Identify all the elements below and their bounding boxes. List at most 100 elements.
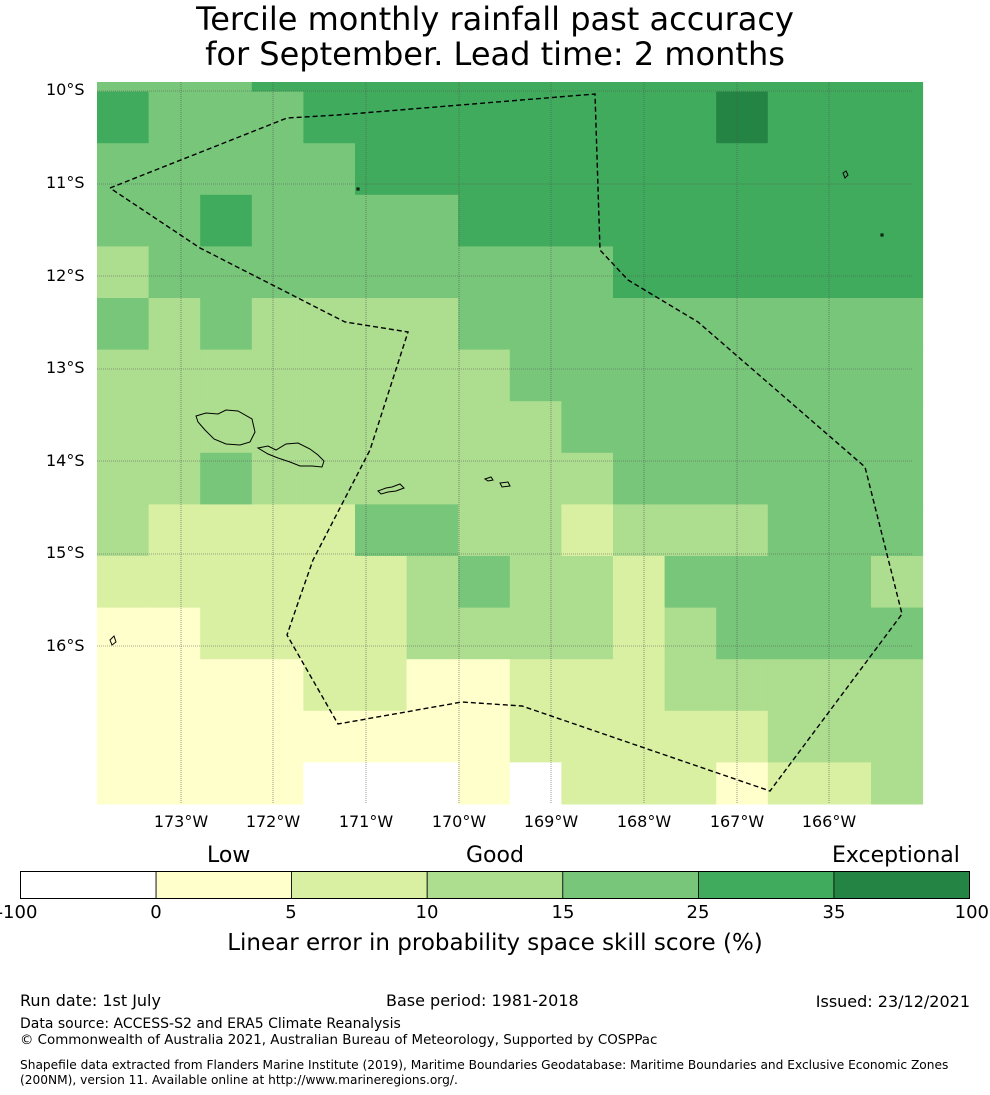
grid-cell [458, 82, 511, 93]
grid-cell [561, 143, 614, 196]
grid-cell [561, 710, 614, 763]
grid-cell [871, 143, 924, 196]
grid-cell [355, 452, 408, 505]
manua-east-island-outline [499, 481, 511, 488]
map-title-line-1: Tercile monthly rainfall past accuracy [196, 0, 794, 38]
grid-cell [355, 762, 408, 805]
grid-cell [819, 401, 872, 454]
grid-cell [97, 401, 150, 454]
data-source: Data source: ACCESS-S2 and ERA5 Climate … [20, 1016, 401, 1032]
manua-island-outline [483, 476, 494, 482]
grid-cell [458, 504, 511, 557]
grid-cell [767, 710, 820, 763]
grid-cell [355, 659, 408, 712]
grid-cell [251, 452, 304, 505]
grid-cell [148, 607, 201, 660]
colorbar-title: Linear error in probability space skill … [227, 930, 763, 956]
grid-cell [355, 194, 408, 247]
grid-cell [509, 349, 562, 402]
colorbar-bin [833, 871, 970, 899]
grid-cell [819, 710, 872, 763]
grid-cell [561, 298, 614, 351]
grid-cell [303, 82, 356, 93]
grid-cell [871, 762, 924, 805]
grid-cell [148, 82, 201, 93]
grid-cell [664, 349, 717, 402]
grid-cell [148, 401, 201, 454]
lon-label-168w: 168°W [616, 812, 672, 831]
grid-cell [355, 504, 408, 557]
grid-cell [97, 710, 150, 763]
grid-cell [355, 82, 408, 93]
grid-cell [871, 452, 924, 505]
grid-cell [303, 607, 356, 660]
grid-cell [97, 82, 150, 93]
colorbar-bin [155, 871, 293, 899]
grid-cell [716, 298, 769, 351]
grid-cell [509, 504, 562, 557]
grid-cell [613, 194, 666, 247]
grid-cell [767, 659, 820, 712]
grid-cell [251, 194, 304, 247]
grid-cell [767, 194, 820, 247]
grid-cell [355, 401, 408, 454]
grid-cell [716, 194, 769, 247]
colorbar-tick-minus100: -100 [0, 902, 38, 923]
grid-cell [355, 556, 408, 609]
grid-cell [716, 452, 769, 505]
swains-island-outline [356, 187, 360, 191]
grid-cell [664, 246, 717, 299]
lat-label-12s: 12°S [46, 266, 85, 285]
grid-cell [767, 452, 820, 505]
grid-cell [561, 607, 614, 660]
grid-cell [251, 91, 304, 144]
grid-cell [716, 607, 769, 660]
grid-cell [458, 607, 511, 660]
grid-cell [561, 762, 614, 805]
grid-cell [819, 659, 872, 712]
grid-cell [303, 143, 356, 196]
grid-cell [355, 91, 408, 144]
grid-cell [819, 298, 872, 351]
grid-cell [200, 556, 253, 609]
grid-cell [819, 556, 872, 609]
grid-cell [509, 298, 562, 351]
grid-cell [871, 607, 924, 660]
copyright: © Commonwealth of Australia 2021, Austra… [20, 1033, 658, 1048]
grid-cell [303, 710, 356, 763]
grid-cell [200, 349, 253, 402]
grid-cell [767, 143, 820, 196]
grid-cell [148, 246, 201, 299]
grid-cell [355, 246, 408, 299]
grid-cell [664, 762, 717, 805]
grid-cell [200, 298, 253, 351]
grid-cell [148, 452, 201, 505]
grid-cell [406, 504, 459, 557]
grid-cell [251, 82, 304, 93]
lat-label-15s: 15°S [46, 543, 85, 562]
grid-cell [871, 710, 924, 763]
grid-cell [148, 556, 201, 609]
grid-cell [561, 659, 614, 712]
tutuila-island-outline [377, 483, 405, 495]
skill-score-grid [97, 82, 924, 805]
grid-cell [819, 91, 872, 144]
grid-cell [251, 762, 304, 805]
grid-cell [509, 452, 562, 505]
grid-cell [458, 143, 511, 196]
grid-cell [97, 298, 150, 351]
grid-cell [200, 82, 253, 93]
grid-cell [819, 246, 872, 299]
grid-cell [458, 556, 511, 609]
grid-cell [767, 556, 820, 609]
grid-cell [613, 762, 666, 805]
issued-date: Issued: 23/12/2021 [815, 992, 970, 1011]
grid-cell [561, 401, 614, 454]
map-title-line-2: for September. Lead time: 2 months [205, 35, 785, 73]
lon-label-166w: 166°W [801, 812, 857, 831]
grid-cell [509, 607, 562, 660]
grid-cell [200, 143, 253, 196]
grid-cell [716, 91, 769, 144]
lon-label-172w: 172°W [245, 812, 301, 831]
colorbar-bin [291, 871, 428, 899]
